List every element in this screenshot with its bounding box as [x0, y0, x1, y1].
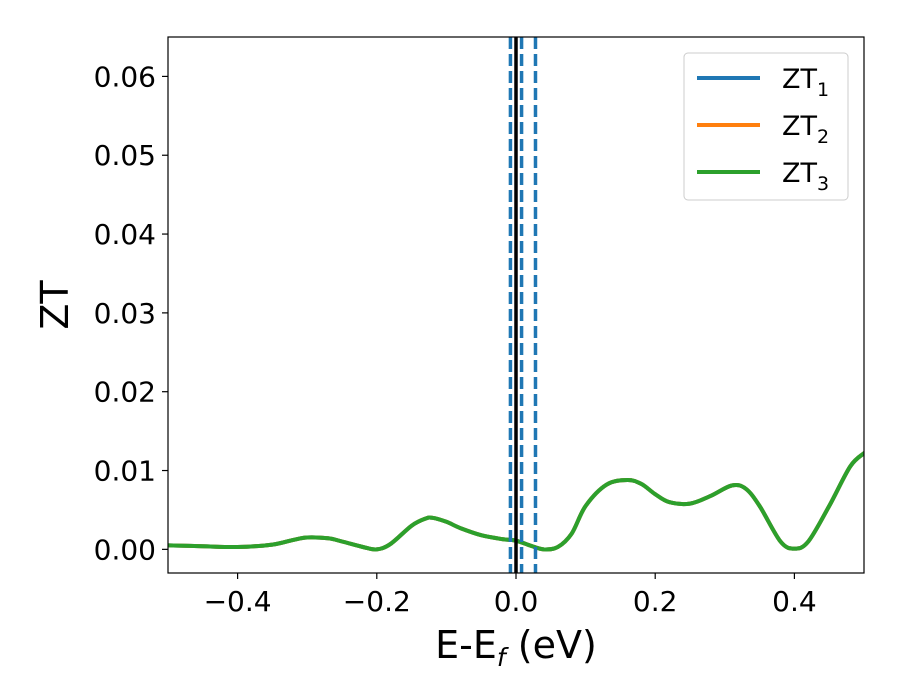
x-axis-title-unit: (eV) [506, 623, 597, 667]
x-tick-label: −0.2 [343, 585, 411, 618]
x-tick-label: −0.4 [204, 585, 272, 618]
legend-label-zt3: ZT3 [782, 158, 829, 195]
x-tick-label: 0.2 [633, 585, 678, 618]
y-tick-label: 0.04 [94, 218, 156, 251]
legend-box [683, 52, 849, 201]
y-tick-label: 0.01 [94, 455, 156, 488]
y-axis: 0.00 0.01 0.02 0.03 0.04 0.05 0.06 [94, 60, 168, 566]
x-axis: −0.4 −0.2 0.0 0.2 0.4 [204, 573, 817, 618]
y-tick-label: 0.05 [94, 139, 156, 172]
y-tick-label: 0.02 [94, 376, 156, 409]
x-axis-title: E-Ef (eV) [435, 623, 597, 672]
legend-label-zt1: ZT1 [782, 64, 829, 101]
y-axis-title: ZT [33, 280, 77, 330]
y-tick-label: 0.03 [94, 297, 156, 330]
x-tick-label: 0.4 [772, 585, 817, 618]
x-axis-title-main: E-E [435, 623, 497, 667]
y-tick-label: 0.00 [94, 533, 156, 566]
x-tick-label: 0.0 [494, 585, 539, 618]
plot-area [168, 37, 864, 573]
legend: ZT1 ZT2 ZT3 [683, 52, 849, 201]
legend-label-zt2: ZT2 [782, 111, 829, 148]
y-tick-label: 0.06 [94, 60, 156, 93]
